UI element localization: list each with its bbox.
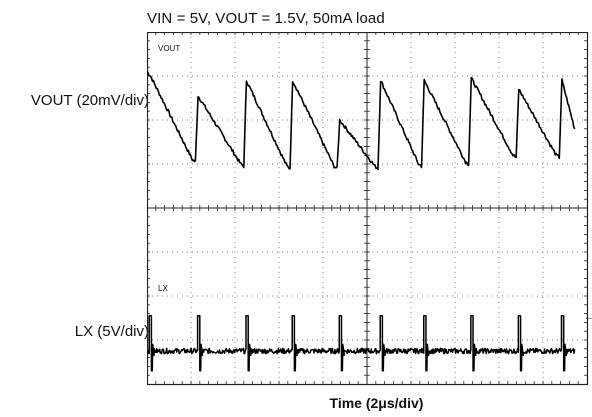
vout-channel-tag: VOUT <box>158 44 180 53</box>
scope-grid <box>147 32 589 386</box>
vout-axis-label: VOUT (20mV/div) <box>30 92 149 109</box>
chart-title: VIN = 5V, VOUT = 1.5V, 50mA load <box>147 10 385 27</box>
oscilloscope-display: VOUT LX ← <box>147 32 592 392</box>
lx-waveform <box>147 315 576 372</box>
vout-waveform <box>147 71 576 171</box>
time-axis-label: Time (2μs/div) <box>329 395 424 411</box>
scope-plot: VOUT LX ← <box>147 32 592 386</box>
scope-traces <box>147 71 576 372</box>
lx-axis-label: LX (5V/div) <box>74 323 149 340</box>
trigger-arrow-icon: ← <box>584 312 592 323</box>
lx-channel-tag: LX <box>158 284 168 293</box>
